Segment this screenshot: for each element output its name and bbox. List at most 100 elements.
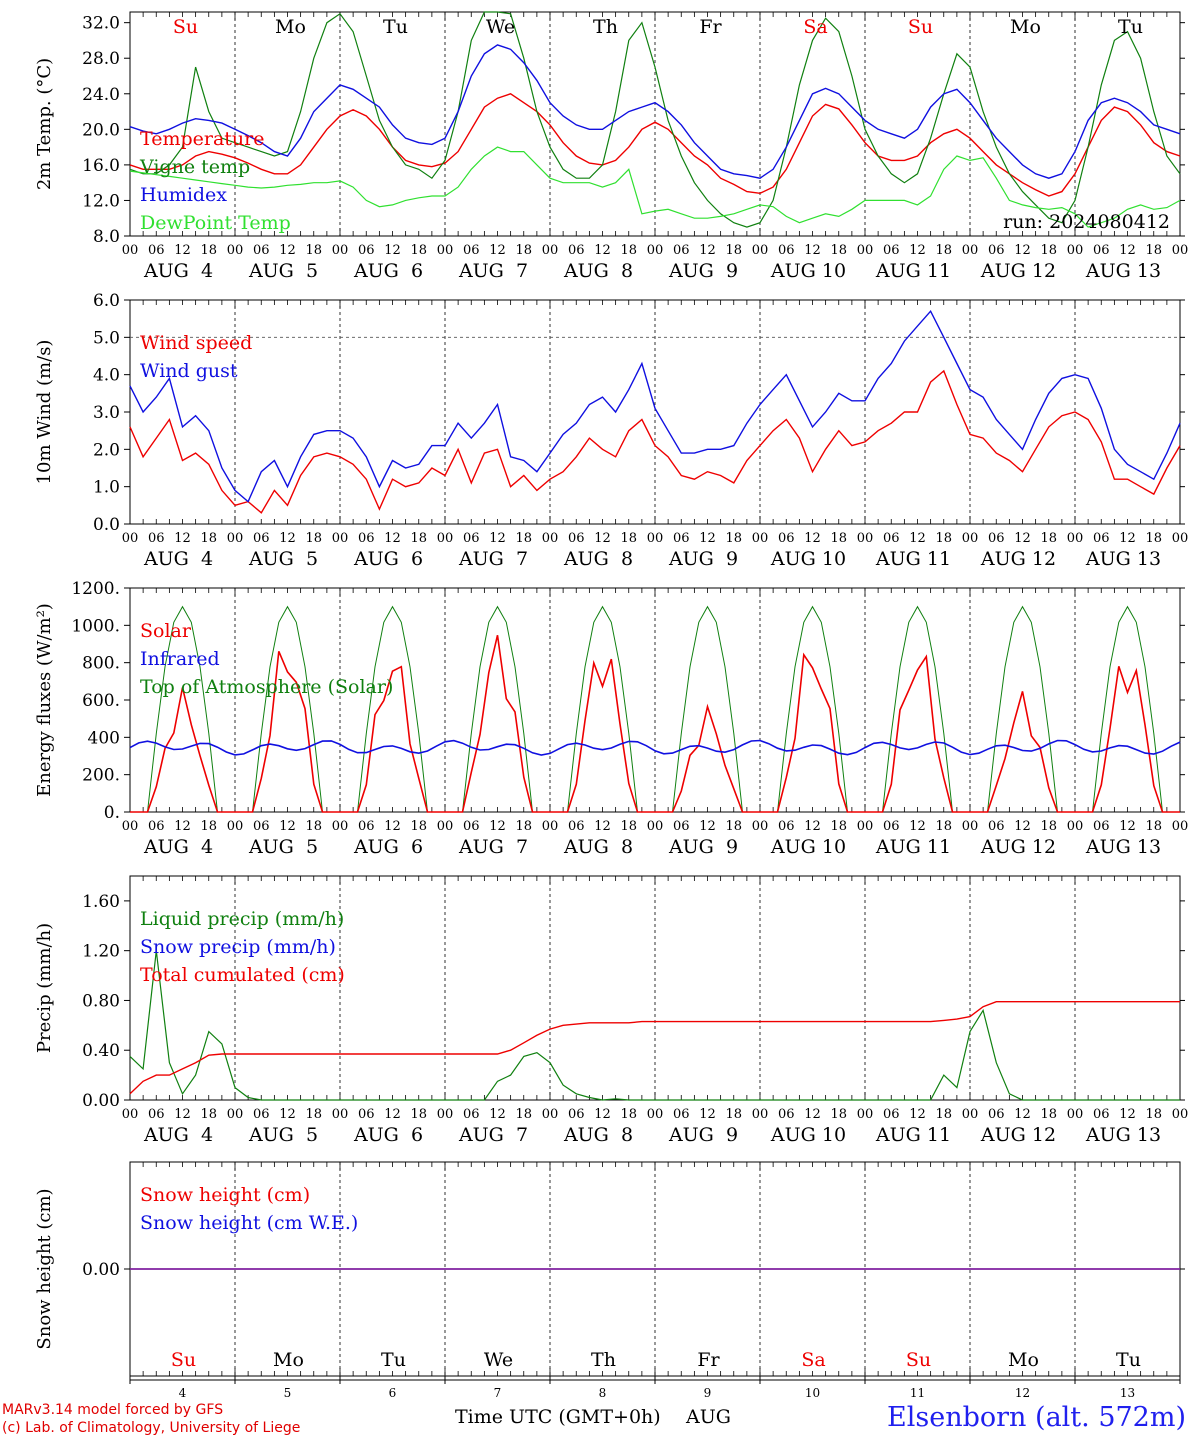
- precip-date-label: AUG 11: [875, 1124, 951, 1146]
- energy-date-label: AUG 11: [875, 836, 951, 858]
- energy-legend-item: Solar: [140, 620, 192, 642]
- weekday-label: We: [486, 16, 515, 38]
- temp-date-label: AUG 9: [668, 260, 738, 282]
- wind-hour-label: 00: [542, 531, 559, 546]
- temp-date-label: AUG 10: [770, 260, 846, 282]
- precip-hour-label: 06: [358, 1107, 375, 1122]
- precip-date-label: AUG 13: [1085, 1124, 1161, 1146]
- precip-hour-label: 12: [174, 1107, 191, 1122]
- energy-y-tick-label: 400: [88, 728, 120, 748]
- day-number-label: 9: [704, 1386, 712, 1400]
- precip-hour-label: 18: [620, 1107, 637, 1122]
- energy-hour-label: 06: [988, 819, 1005, 834]
- wind-hour-label: 00: [1067, 531, 1084, 546]
- energy-hour-label: 06: [253, 819, 270, 834]
- wind-hour-label: 12: [594, 531, 611, 546]
- temp-date-label: AUG 11: [875, 260, 951, 282]
- precip-hour-label: 12: [909, 1107, 926, 1122]
- temp-series-2-line: [129, 44, 1181, 179]
- precip-hour-label: 18: [305, 1107, 322, 1122]
- energy-y-tick-label: 600.: [82, 691, 120, 711]
- temp-hour-label: 00: [752, 243, 769, 258]
- day-number-label: 10: [805, 1386, 820, 1400]
- wind-hour-label: 12: [909, 531, 926, 546]
- temp-y-tick-label: 20.0: [82, 120, 120, 140]
- solar-line: [130, 635, 1180, 813]
- day-number-label: 8: [599, 1386, 607, 1400]
- precip-y-tick-label: 0.80: [82, 991, 120, 1011]
- temp-hour-label: 06: [883, 243, 900, 258]
- temp-hour-label: 06: [148, 243, 165, 258]
- weekday-label-bottom: Th: [591, 1349, 616, 1371]
- run-annotation: run: 2024080412: [1003, 211, 1170, 233]
- energy-hour-label: 12: [384, 819, 401, 834]
- temp-hour-label: 00: [647, 243, 664, 258]
- temp-hour-label: 18: [515, 243, 532, 258]
- weekday-label-bottom: Sa: [801, 1349, 825, 1371]
- temp-date-label: AUG 13: [1085, 260, 1161, 282]
- energy-hour-label: 12: [1014, 819, 1031, 834]
- precip-hour-label: 00: [437, 1107, 454, 1122]
- precip-date-label: AUG 6: [353, 1124, 423, 1146]
- precip-hour-label: 06: [1093, 1107, 1110, 1122]
- weekday-label-bottom: Mo: [273, 1349, 304, 1371]
- energy-hour-label: 00: [857, 819, 874, 834]
- precip-date-label: AUG 5: [248, 1124, 318, 1146]
- temp-y-tick-label: 24.0: [82, 85, 120, 105]
- temp-hour-label: 18: [305, 243, 322, 258]
- precip-hour-label: 12: [804, 1107, 821, 1122]
- precip-hour-label: 18: [1040, 1107, 1057, 1122]
- model-credit: MARv3.14 model forced by GFS: [2, 1402, 224, 1418]
- day-number-label: 12: [1015, 1386, 1030, 1400]
- precip-series-2-line: [129, 1001, 1180, 1095]
- precip-y-tick-label: 1.60: [82, 892, 120, 912]
- energy-hour-label: 06: [568, 819, 585, 834]
- energy-frame: [129, 587, 1181, 813]
- precip-y-tick-label: 0.00: [82, 1091, 120, 1111]
- temp-hour-label: 12: [174, 243, 191, 258]
- wind-hour-label: 06: [1093, 531, 1110, 546]
- weekday-label-bottom: Mo: [1008, 1349, 1039, 1371]
- precip-date-label: AUG 10: [770, 1124, 846, 1146]
- temp-legend-item: Vigne temp: [139, 156, 250, 178]
- energy-hour-label: 06: [358, 819, 375, 834]
- energy-hour-label: 18: [305, 819, 322, 834]
- weekday-label: Su: [908, 16, 933, 38]
- energy-hour-label: 12: [804, 819, 821, 834]
- precip-hour-label: 00: [227, 1107, 244, 1122]
- temp-hour-label: 12: [384, 243, 401, 258]
- weekday-label: Sa: [803, 16, 827, 38]
- temp-date-label: AUG 5: [248, 260, 318, 282]
- precip-hour-label: 00: [122, 1107, 139, 1122]
- wind-hour-label: 12: [489, 531, 506, 546]
- temp-hour-label: 18: [1040, 243, 1057, 258]
- precip-hour-label: 18: [515, 1107, 532, 1122]
- wind-hour-label: 18: [725, 531, 742, 546]
- day-number-label: 7: [494, 1386, 502, 1400]
- weekday-label-bottom: We: [484, 1349, 513, 1371]
- wind-y-tick-label: 5.0: [93, 328, 120, 348]
- wind-hour-label: 12: [279, 531, 296, 546]
- temp-hour-label: 00: [857, 243, 874, 258]
- temp-hour-label: 00: [227, 243, 244, 258]
- precip-y-axis-label: Precip (mm/h): [34, 923, 55, 1053]
- precip-hour-label: 18: [410, 1107, 427, 1122]
- energy-hour-label: 18: [410, 819, 427, 834]
- wind-hour-label: 06: [568, 531, 585, 546]
- temp-hour-label: 12: [594, 243, 611, 258]
- precip-hour-label: 00: [647, 1107, 664, 1122]
- precip-hour-label: 06: [883, 1107, 900, 1122]
- wind-hour-label: 00: [332, 531, 349, 546]
- wind-y-tick-label: 2.0: [93, 440, 120, 460]
- energy-date-label: AUG 8: [563, 836, 633, 858]
- temp-y-tick-label: 8.0: [93, 227, 120, 247]
- energy-hour-label: 18: [1040, 819, 1057, 834]
- energy-y-tick-label: 1200.: [71, 579, 120, 599]
- temp-legend-item: Temperature: [140, 128, 264, 150]
- temp-hour-label: 06: [568, 243, 585, 258]
- energy-date-label: AUG 9: [668, 836, 738, 858]
- day-number-label: 4: [179, 1386, 187, 1400]
- precip-hour-label: 06: [568, 1107, 585, 1122]
- temp-hour-label: 00: [122, 243, 139, 258]
- snow-legend-item: Snow height (cm W.E.): [140, 1212, 358, 1234]
